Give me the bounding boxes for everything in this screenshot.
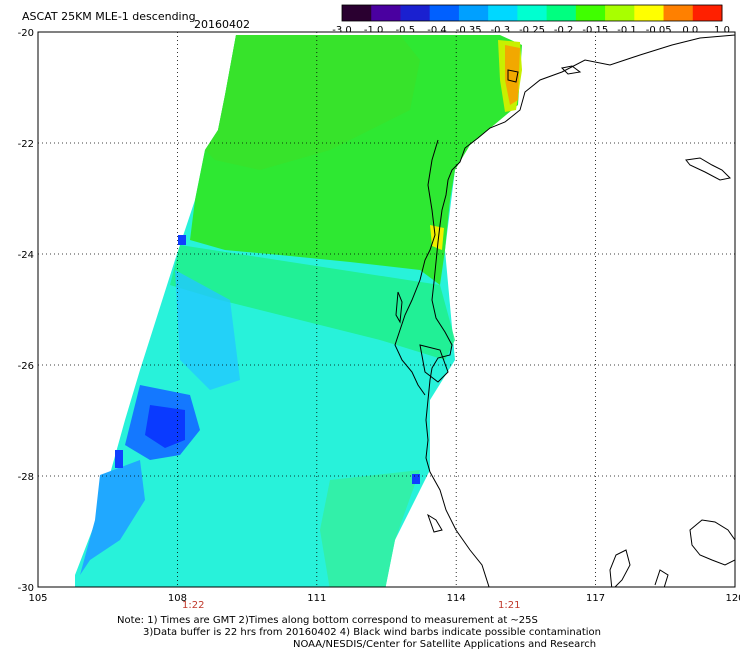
colorbar-label: -0.3	[491, 25, 511, 36]
note-line-3: NOAA/NESDIS/Center for Satellite Applica…	[293, 639, 597, 650]
colorbar-swatch	[458, 5, 489, 21]
colorbar-swatch	[429, 5, 460, 21]
colorbar-label: -0.05	[646, 25, 672, 36]
colorbar-swatch	[575, 5, 606, 21]
coastline	[394, 32, 735, 587]
colorbar-label: -0.1	[617, 25, 637, 36]
lon-tick-label: 114	[447, 593, 466, 604]
swath-blue-spot	[178, 235, 186, 245]
swath-green-mid	[170, 245, 455, 360]
colorbar-label: -0.5	[396, 25, 416, 36]
colorbar-label: 0.0	[682, 25, 698, 36]
time-label-east: 1:21	[498, 600, 520, 611]
map-frame	[37, 31, 736, 588]
product-date: 20160402	[194, 18, 250, 31]
colorbar-swatch	[663, 5, 694, 21]
colorbar-swatch	[342, 5, 372, 21]
lon-tick-label: 111	[307, 593, 326, 604]
lat-tick-label: -20	[18, 28, 34, 39]
islands-south	[427, 513, 443, 533]
colorbar-swatch	[605, 5, 635, 21]
product-title: ASCAT 25KM MLE-1 descending	[22, 10, 196, 23]
island-north-2	[560, 65, 582, 75]
lat-tick-label: -24	[18, 250, 34, 261]
coast-southeast-1	[609, 549, 631, 587]
australia-coastline	[425, 32, 735, 587]
colorbar: -3.0 -1.0 -0.5 -0.4 -0.35 -0.3 -0.25 -0.2 -0.15-…	[332, 4, 730, 36]
colorbar-swatch	[371, 5, 401, 21]
swath-blue-strip	[80, 460, 145, 575]
swath-layer	[75, 35, 522, 587]
swath-blue-deep	[145, 405, 185, 448]
swath-blue-spot-3	[412, 474, 420, 484]
note-line-2: 3)Data buffer is 22 hrs from 20160402 4)…	[143, 627, 601, 638]
lon-tick-label: 117	[586, 593, 605, 604]
island-east	[685, 157, 732, 181]
lon-tick-label: 108	[168, 593, 187, 604]
longitude-labels: 105 108 111 114 117 120	[28, 593, 740, 604]
colorbar-label: -0.2	[554, 25, 574, 36]
island-north-1	[507, 69, 519, 83]
swath-light-north	[205, 35, 420, 170]
colorbar-label: -0.15	[582, 25, 608, 36]
time-label-west: 1:22	[182, 600, 204, 611]
colorbar-label: -0.25	[519, 25, 545, 36]
coast-southeast-2	[689, 519, 735, 566]
colorbar-label: -1.0	[364, 25, 384, 36]
dirk-hartog-area	[419, 344, 449, 383]
swath-blue-spot-2	[115, 450, 123, 468]
coast-southeast-3	[654, 569, 669, 587]
lon-tick-label: 105	[28, 593, 47, 604]
island-shark-bay	[395, 291, 403, 324]
colorbar-label: -0.4	[427, 25, 447, 36]
lat-tick-label: -28	[18, 472, 34, 483]
colorbar-border	[341, 4, 723, 22]
swath-yellow-south	[430, 225, 444, 250]
latitude-labels: -20 -22 -24 -26 -28 -30	[18, 28, 34, 594]
swath-orange-coast	[505, 45, 520, 105]
lat-tick-label: -22	[18, 139, 34, 150]
colorbar-label: 1.0	[714, 25, 730, 36]
lon-tick-label: 120	[725, 593, 740, 604]
colorbar-swatch	[517, 5, 548, 21]
swath-green-south	[320, 470, 420, 587]
colorbar-swatch	[546, 5, 577, 21]
lat-tick-label: -30	[18, 583, 34, 594]
lat-tick-label: -26	[18, 361, 34, 372]
colorbar-swatch	[634, 5, 665, 21]
shark-bay-peninsula	[394, 139, 439, 396]
note-line-1: Note: 1) Times are GMT 2)Times along bot…	[117, 615, 538, 626]
colorbar-swatch	[400, 5, 431, 21]
colorbar-swatch	[692, 5, 723, 21]
colorbar-swatch	[488, 5, 518, 21]
lat-lon-grid	[38, 32, 735, 587]
swath-blue-patch	[175, 270, 240, 390]
colorbar-label: -3.0	[332, 25, 352, 36]
colorbar-label: -0.35	[456, 25, 482, 36]
